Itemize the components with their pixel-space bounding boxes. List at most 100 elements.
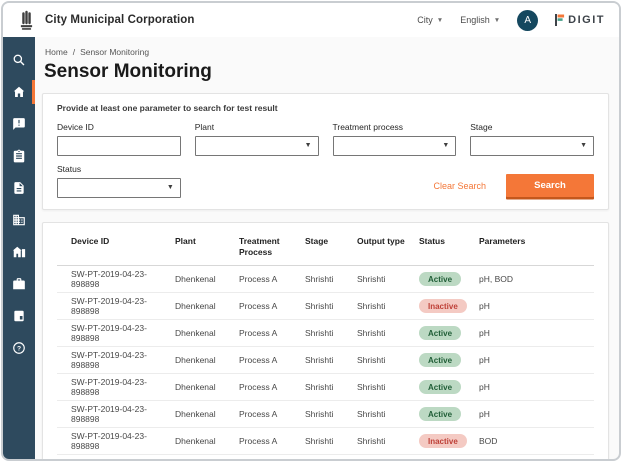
table-row: SW-PT-2019-04-23-898898 Dhenkenal Proces… <box>57 293 594 320</box>
cell-device-id: SW-PT-2019-04-23-898898 <box>71 431 175 451</box>
results-table-card: Device ID Plant Treatment Process Stage … <box>42 222 609 459</box>
cell-stage: Shrishti <box>305 436 357 446</box>
status-select[interactable]: ▼ <box>57 178 181 198</box>
sidebar-item-employee[interactable] <box>3 274 35 294</box>
city-selector[interactable]: City ▼ <box>417 15 443 25</box>
table-row: SW-PT-2019-04-23-898898 Dhenkenal Proces… <box>57 401 594 428</box>
field-status: Status ▼ <box>57 164 181 198</box>
treatment-process-select[interactable]: ▼ <box>333 136 457 156</box>
cell-stage: Shrishti <box>305 409 357 419</box>
field-plant: Plant ▼ <box>195 122 319 156</box>
digit-flag-icon <box>555 14 565 26</box>
cell-parameters: pH <box>479 409 594 419</box>
breadcrumb-current: Sensor Monitoring <box>80 47 149 57</box>
field-stage: Stage ▼ <box>470 122 594 156</box>
status-badge: Active <box>419 326 461 340</box>
cell-status: Inactive <box>419 299 479 313</box>
app-window: City Municipal Corporation City ▼ Englis… <box>1 1 621 461</box>
cell-output-type: Shrishti <box>357 355 419 365</box>
column-header: Status <box>419 236 479 247</box>
svg-text:?: ? <box>17 345 21 352</box>
table-row: SW-PT-2019-04-23-898898 Dhenkenal Proces… <box>57 374 594 401</box>
cell-device-id: SW-PT-2019-04-23-898898 <box>71 296 175 316</box>
cell-status: Active <box>419 407 479 421</box>
sidebar-item-office[interactable] <box>3 210 35 230</box>
cell-status: Active <box>419 380 479 394</box>
cell-treatment-process: Process A <box>239 301 305 311</box>
sidebar-item-home[interactable] <box>3 82 35 102</box>
user-avatar[interactable]: A <box>517 10 538 31</box>
cell-output-type: Shrishti <box>357 274 419 284</box>
help-icon: ? <box>12 341 26 355</box>
main-content: Home / Sensor Monitoring Sensor Monitori… <box>35 37 619 459</box>
cell-output-type: Shrishti <box>357 301 419 311</box>
sidebar-item-clipboard[interactable] <box>3 146 35 166</box>
sidebar-item-property[interactable] <box>3 242 35 262</box>
cell-plant: Dhenkenal <box>175 382 239 392</box>
sidebar-nav: ? <box>3 37 35 459</box>
column-header: Treatment Process <box>239 236 305 258</box>
chevron-down-icon: ▼ <box>580 142 587 149</box>
cell-treatment-process: Process A <box>239 382 305 392</box>
cell-status: Active <box>419 272 479 286</box>
cell-output-type: Shrishti <box>357 436 419 446</box>
cell-parameters: BOD <box>479 436 594 446</box>
search-icon <box>12 53 26 67</box>
plant-select[interactable]: ▼ <box>195 136 319 156</box>
building-icon <box>12 213 26 227</box>
clear-search-button[interactable]: Clear Search <box>433 181 486 197</box>
cell-stage: Shrishti <box>305 274 357 284</box>
search-form-card: Provide at least one parameter to search… <box>42 93 609 210</box>
top-bar: City Municipal Corporation City ▼ Englis… <box>3 3 619 37</box>
column-header: Parameters <box>479 236 594 247</box>
cell-parameters: pH <box>479 382 594 392</box>
cell-treatment-process: Process A <box>239 409 305 419</box>
table-row: SW-PT-2019-04-23-898898 Dhenkenal Proces… <box>57 266 594 293</box>
cell-treatment-process: Process A <box>239 274 305 284</box>
status-badge: Active <box>419 407 461 421</box>
column-header: Stage <box>305 236 357 247</box>
table-row: SW-PT-2019-04-23-898898 Dhenkenal Proces… <box>57 347 594 374</box>
table-row: SW-PT-2019-04-23-898898 Dhenkenal Proces… <box>57 428 594 455</box>
cell-device-id: SW-PT-2019-04-23-898898 <box>71 269 175 289</box>
status-badge: Inactive <box>419 299 467 313</box>
cell-status: Active <box>419 326 479 340</box>
sidebar-item-help[interactable]: ? <box>3 338 35 358</box>
column-header: Plant <box>175 236 239 247</box>
sidebar-item-search[interactable] <box>3 50 35 70</box>
status-badge: Active <box>419 272 461 286</box>
cell-parameters: pH <box>479 301 594 311</box>
cell-treatment-process: Process A <box>239 436 305 446</box>
cell-device-id: SW-PT-2019-04-23-898898 <box>71 350 175 370</box>
status-badge: Active <box>419 380 461 394</box>
stage-select[interactable]: ▼ <box>470 136 594 156</box>
field-treatment-process: Treatment process ▼ <box>333 122 457 156</box>
breadcrumb-home[interactable]: Home <box>45 47 68 57</box>
cell-plant: Dhenkenal <box>175 328 239 338</box>
column-header: Device ID <box>71 236 175 247</box>
language-selector[interactable]: English ▼ <box>460 15 500 25</box>
cell-output-type: Shrishti <box>357 382 419 392</box>
column-header: Output type <box>357 236 419 247</box>
device-id-input[interactable] <box>57 136 181 156</box>
sidebar-item-documents[interactable] <box>3 178 35 198</box>
chevron-down-icon: ▼ <box>437 17 443 24</box>
sidebar-item-complaints[interactable] <box>3 114 35 134</box>
note-card-icon <box>12 309 26 323</box>
page-title: Sensor Monitoring <box>44 61 609 83</box>
cell-plant: Dhenkenal <box>175 301 239 311</box>
search-hint: Provide at least one parameter to search… <box>57 103 594 113</box>
complaint-bubble-icon <box>12 117 26 131</box>
cell-device-id: SW-PT-2019-04-23-898898 <box>71 377 175 397</box>
cell-device-id: SW-PT-2019-04-23-898898 <box>71 323 175 343</box>
home-work-icon <box>12 245 26 259</box>
cell-status: Inactive <box>419 434 479 448</box>
cell-stage: Shrishti <box>305 382 357 392</box>
cell-output-type: Shrishti <box>357 328 419 338</box>
org-title: City Municipal Corporation <box>45 14 195 26</box>
briefcase-icon <box>12 277 26 291</box>
cell-plant: Dhenkenal <box>175 436 239 446</box>
table-header-row: Device ID Plant Treatment Process Stage … <box>57 223 594 266</box>
search-button[interactable]: Search <box>506 174 594 197</box>
sidebar-item-reports[interactable] <box>3 306 35 326</box>
